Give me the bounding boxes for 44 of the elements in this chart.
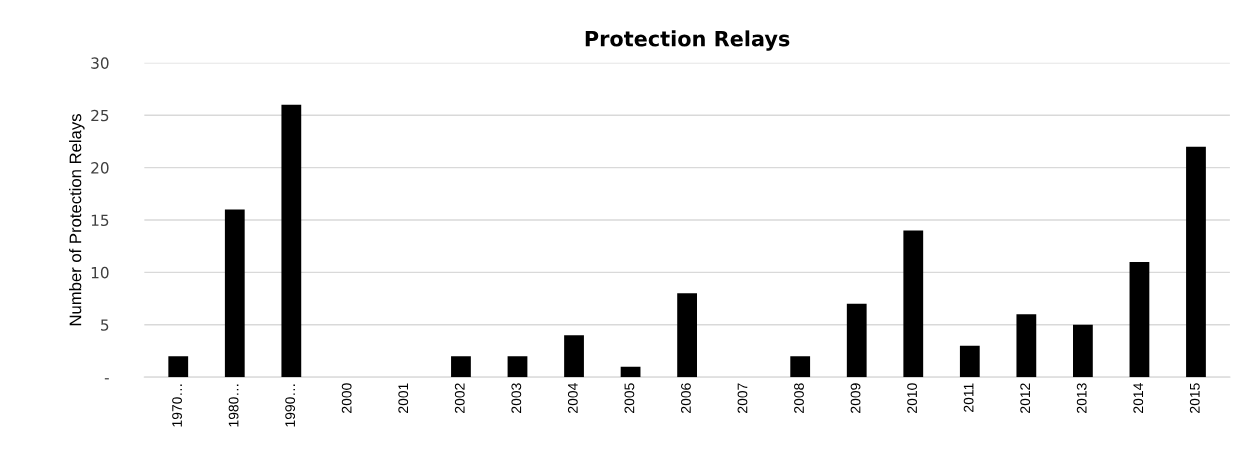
x-tick-label: 1980…: [228, 384, 239, 427]
bar: [846, 303, 867, 378]
x-tick-label: 2006: [681, 383, 691, 413]
x-tick-label: 2004: [567, 383, 578, 413]
bar: [564, 335, 584, 378]
y-tick-label: 20: [91, 162, 109, 174]
bar: [959, 345, 980, 378]
x-tick-label: 2010: [907, 383, 917, 413]
x-tick-label: 2013: [1076, 383, 1087, 413]
x-tick-label: 2014: [1133, 383, 1144, 413]
x-tick-label: 2007: [737, 383, 748, 413]
y-tick-label: 30: [91, 57, 109, 69]
bar: [451, 356, 471, 378]
bar: [507, 356, 528, 378]
bar: [790, 356, 811, 378]
bar: [1016, 314, 1037, 378]
x-tick-label: 2005: [624, 383, 635, 413]
x-tick-label: 2001: [398, 383, 409, 413]
bar: [677, 293, 698, 378]
x-tick-label: 2002: [454, 383, 465, 413]
bar: [224, 209, 245, 378]
x-tick-label: 1970…: [172, 384, 182, 427]
y-tick-label: 25: [91, 109, 109, 122]
bar: [168, 356, 189, 378]
x-tick-label: 2009: [850, 383, 861, 413]
bar: [281, 104, 302, 378]
x-tick-label: 2015: [1189, 383, 1200, 413]
x-tick-label: 2003: [511, 383, 522, 413]
x-tick-label: 2011: [963, 383, 974, 412]
y-axis-title: Number of Protection Relays: [69, 114, 85, 326]
bar: [1186, 146, 1206, 378]
bar: [1073, 324, 1093, 378]
x-tick-label: 2012: [1020, 383, 1031, 413]
y-tick-label: -: [104, 378, 109, 380]
x-tick-label: 1990…: [285, 384, 296, 427]
y-tick-label: 10: [91, 266, 109, 279]
chart-title: Protection Relays: [585, 30, 790, 51]
bar: [1129, 261, 1150, 378]
bar: [903, 230, 924, 378]
y-tick-label: 15: [91, 214, 109, 227]
y-tick-label: 5: [101, 319, 109, 331]
bar: [620, 366, 641, 378]
x-tick-label: 2000: [341, 383, 352, 413]
x-tick-label: 2008: [794, 383, 804, 413]
